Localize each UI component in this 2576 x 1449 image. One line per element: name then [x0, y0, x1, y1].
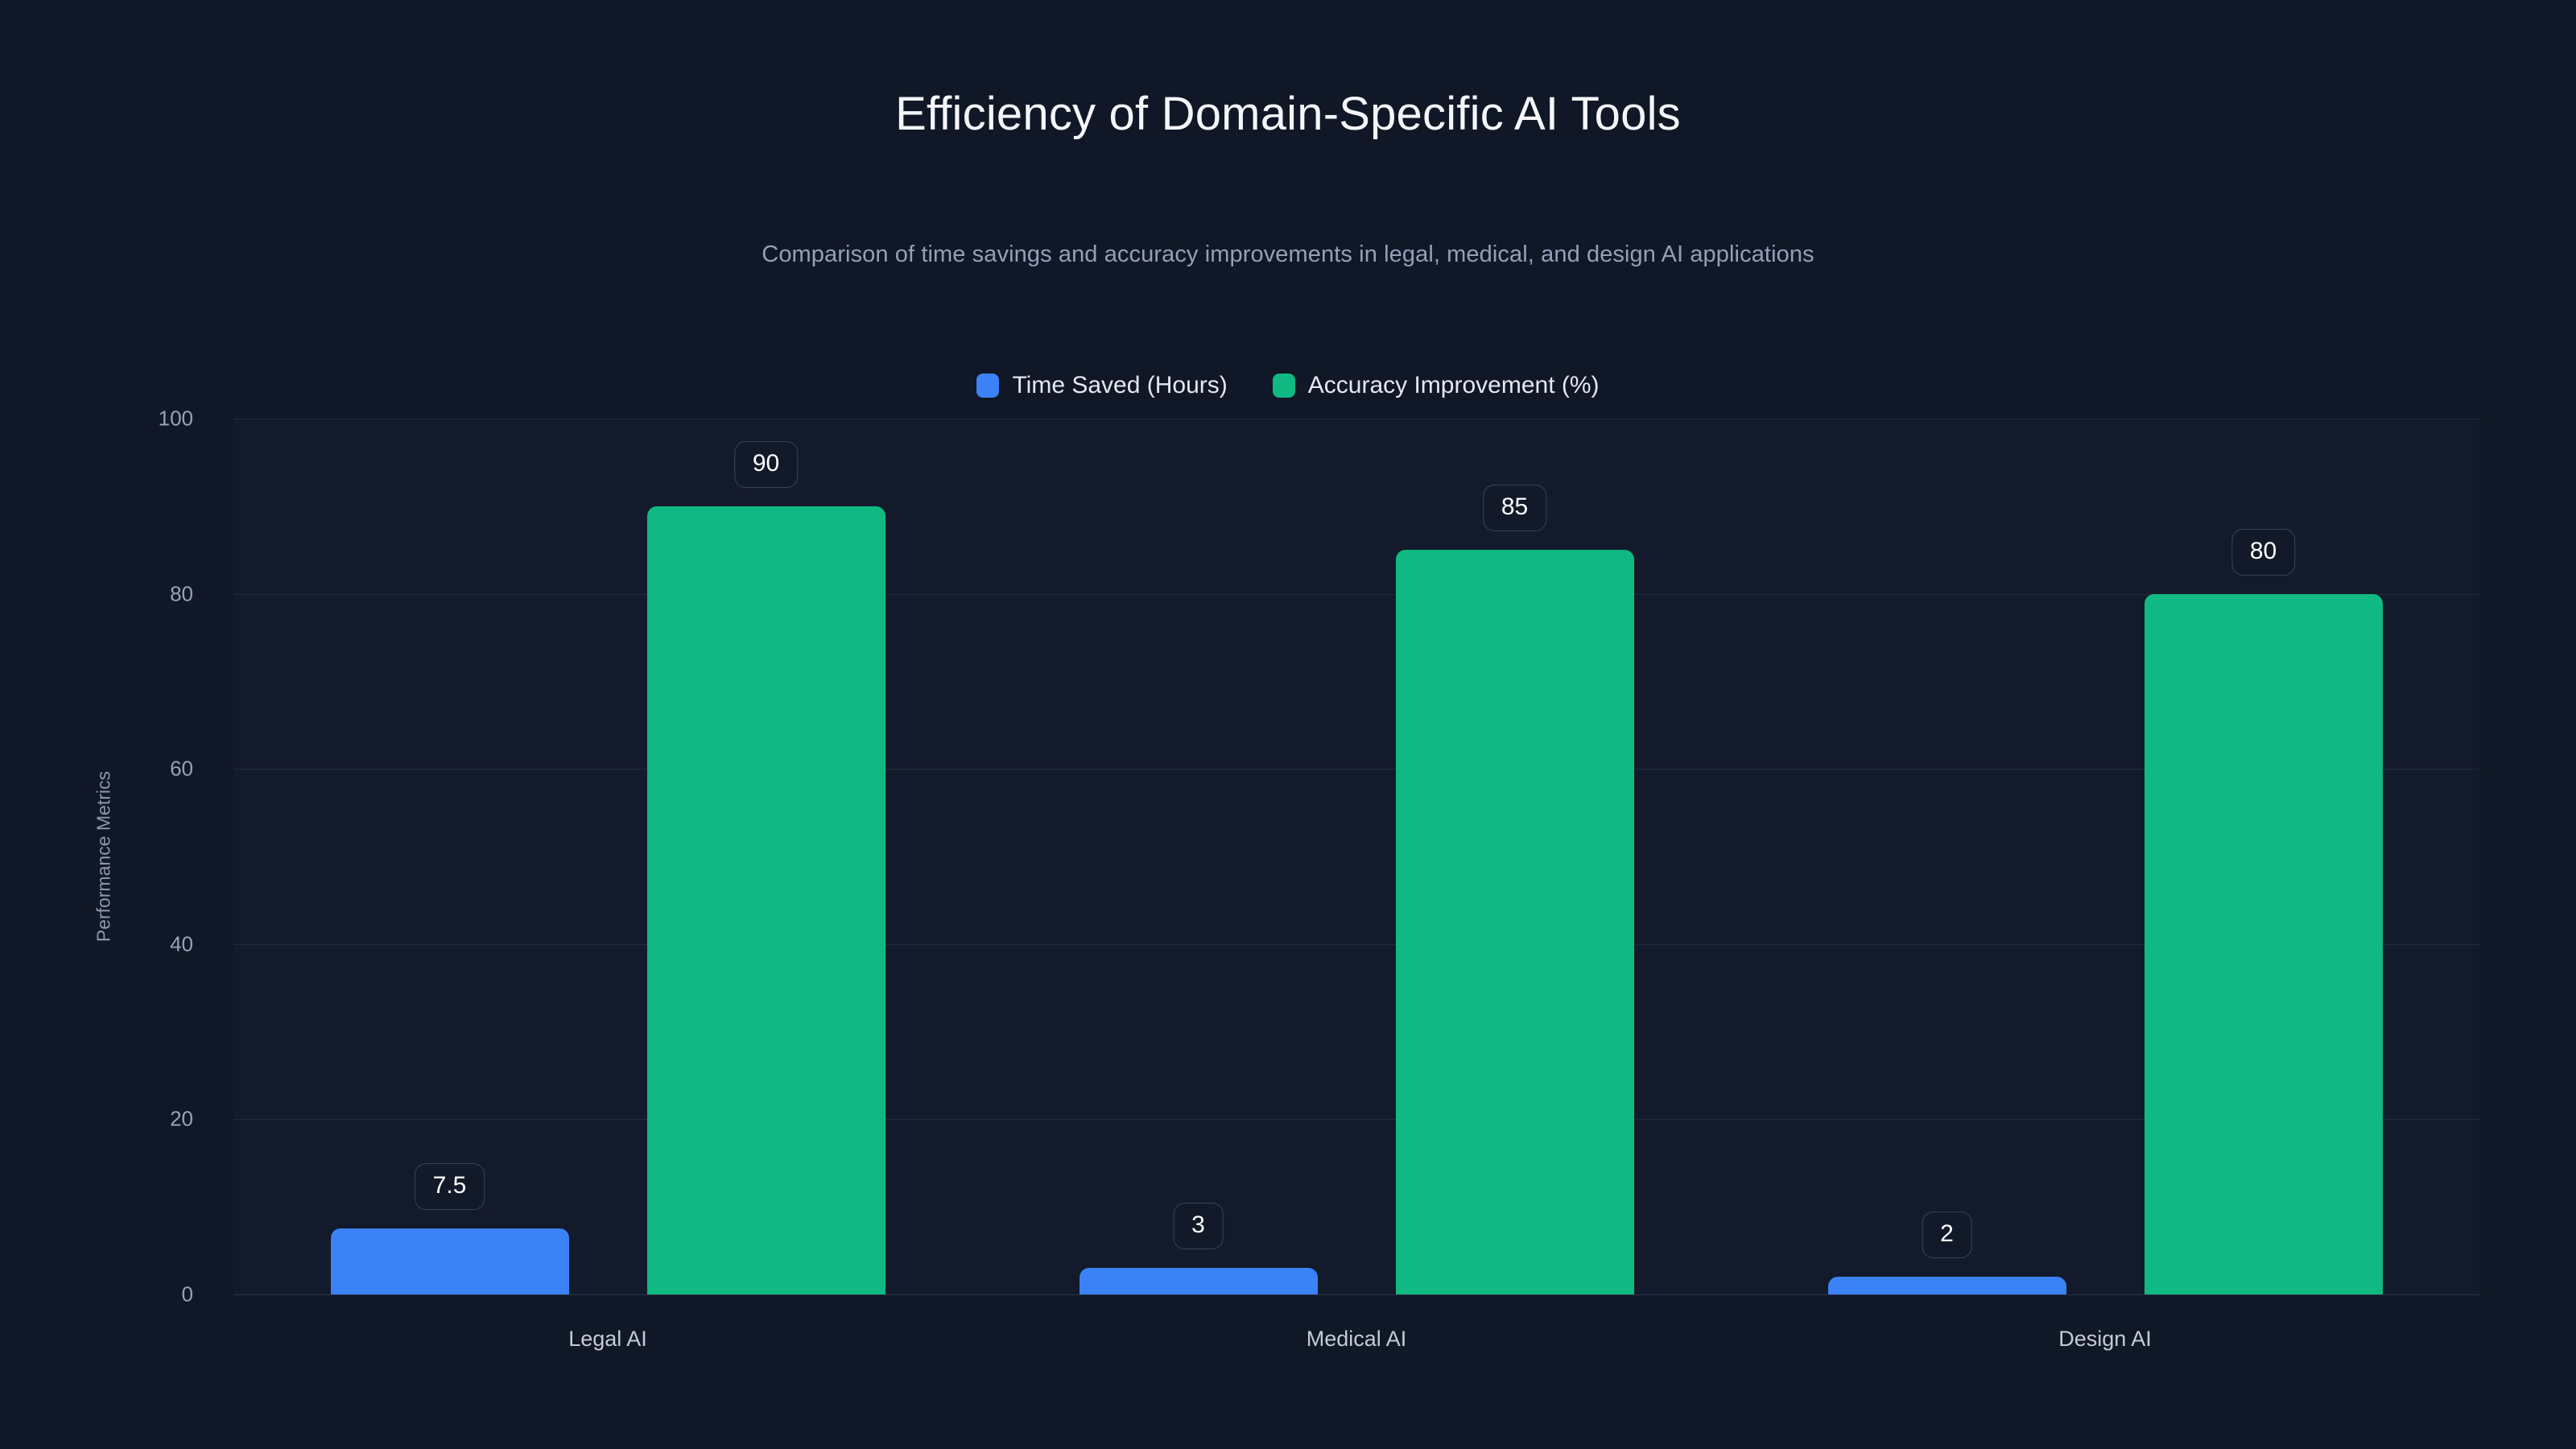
x-axis-tick-label: Legal AI	[568, 1327, 647, 1351]
bar-value-label: 7.5	[414, 1163, 485, 1211]
bar[interactable]	[1827, 1277, 2066, 1294]
legend-item-accuracy-improvement[interactable]: Accuracy Improvement (%)	[1272, 372, 1600, 399]
gridline	[233, 769, 2479, 770]
bar[interactable]	[2144, 593, 2383, 1294]
chart-title: Efficiency of Domain-Specific AI Tools	[895, 88, 1681, 140]
y-axis-tick-label: 80	[170, 581, 193, 606]
y-axis-tick-label: 60	[170, 756, 193, 781]
bar[interactable]	[646, 506, 886, 1294]
bar[interactable]	[1395, 550, 1634, 1294]
gridline	[233, 1294, 2479, 1295]
bar-value-label: 3	[1173, 1203, 1224, 1250]
gridline	[233, 943, 2479, 945]
y-axis-tick-label: 100	[158, 406, 193, 431]
legend-swatch-icon	[1272, 374, 1295, 398]
plot-area	[233, 419, 2479, 1295]
x-axis-tick-label: Design AI	[2058, 1327, 2152, 1351]
gridline	[233, 593, 2479, 595]
y-axis-tick-label: 40	[170, 931, 193, 956]
bar-value-label: 80	[2231, 528, 2296, 576]
x-axis-tick-label: Medical AI	[1306, 1327, 1407, 1351]
bar-value-label: 85	[1482, 485, 1547, 532]
legend-label: Accuracy Improvement (%)	[1307, 372, 1600, 398]
bar[interactable]	[330, 1228, 569, 1294]
bar[interactable]	[1079, 1268, 1318, 1294]
chart-legend: Time Saved (Hours) Accuracy Improvement …	[0, 372, 2576, 399]
legend-label: Time Saved (Hours)	[1012, 372, 1228, 398]
gridline	[233, 1119, 2479, 1121]
y-axis-title: Performance Metrics	[93, 770, 114, 943]
bar-value-label: 90	[733, 440, 799, 488]
y-axis-tick-label: 20	[170, 1106, 193, 1131]
y-axis-tick-label: 0	[181, 1282, 193, 1307]
legend-item-time-saved[interactable]: Time Saved (Hours)	[976, 372, 1228, 399]
bar-value-label: 2	[1922, 1212, 1972, 1259]
chart-subtitle: Comparison of time savings and accuracy …	[762, 242, 1814, 267]
legend-swatch-icon	[976, 374, 1000, 398]
